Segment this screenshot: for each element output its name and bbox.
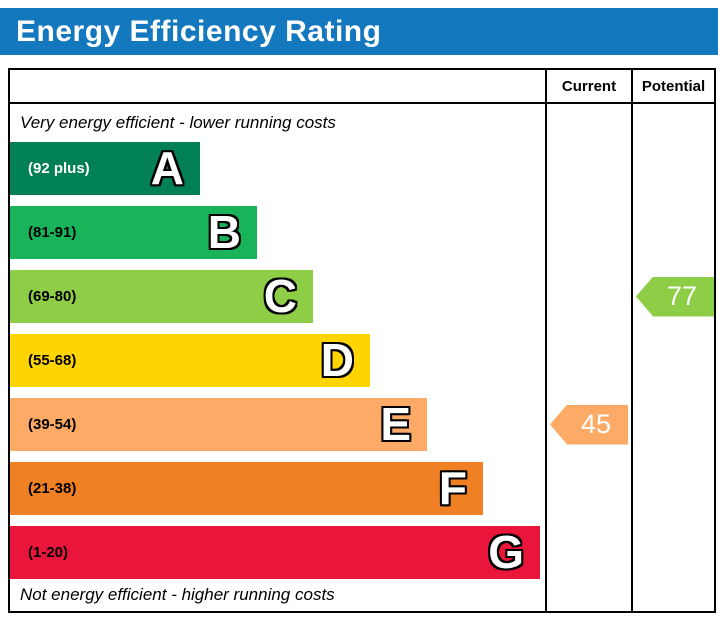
- band-range-label: (55-68): [28, 352, 77, 369]
- chart-header-row: Current Potential: [10, 70, 714, 104]
- band-letter: A: [150, 142, 184, 194]
- band-row: (69-80) C: [10, 270, 545, 323]
- title-bar: Energy Efficiency Rating: [0, 8, 718, 55]
- band-row: (1-20) G: [10, 526, 545, 579]
- band-bar: (39-54) E: [10, 398, 427, 451]
- bands-area: Very energy efficient - lower running co…: [10, 104, 545, 611]
- band-row: (55-68) D: [10, 334, 545, 387]
- potential-rating-arrow: 77: [636, 276, 714, 317]
- caption-bottom: Not energy efficient - higher running co…: [20, 585, 335, 604]
- band-range-label: (1-20): [28, 544, 69, 561]
- band-range-label: (92 plus): [28, 160, 90, 177]
- band-range-label: (81-91): [28, 224, 77, 241]
- chart-body: Very energy efficient - lower running co…: [10, 104, 714, 611]
- band-letter: E: [380, 398, 411, 450]
- band-row: (81-91) B: [10, 206, 545, 259]
- band-range-label: (69-80): [28, 288, 77, 305]
- caption-top: Very energy efficient - lower running co…: [20, 113, 336, 132]
- epc-chart: Current Potential Very energy efficient …: [8, 68, 716, 613]
- band-row: (39-54) E: [10, 398, 545, 451]
- band-bar: (81-91) B: [10, 206, 257, 259]
- band-letter: B: [207, 206, 241, 258]
- band-bar: (1-20) G: [10, 526, 540, 579]
- band-range-label: (39-54): [28, 416, 77, 433]
- current-rating-arrow: 45: [550, 404, 628, 445]
- potential-column: 77: [631, 104, 714, 611]
- band-bar: (92 plus) A: [10, 142, 200, 195]
- band-letter: D: [320, 334, 354, 386]
- band-row: (92 plus) A: [10, 142, 545, 195]
- band-bar: (21-38) F: [10, 462, 483, 515]
- page-title: Energy Efficiency Rating: [16, 14, 382, 48]
- band-bar: (69-80) C: [10, 270, 313, 323]
- current-column: 45: [545, 104, 631, 611]
- band-bar: (55-68) D: [10, 334, 370, 387]
- potential-column-header: Potential: [631, 70, 714, 102]
- header-spacer: [10, 70, 545, 102]
- band-row: (21-38) F: [10, 462, 545, 515]
- band-letter: F: [438, 462, 467, 514]
- band-range-label: (21-38): [28, 480, 77, 497]
- band-letter: G: [488, 526, 524, 578]
- band-letter: C: [263, 270, 297, 322]
- current-column-header: Current: [545, 70, 631, 102]
- band-list: (92 plus) A (81-91) B (69-80) C (55-68) …: [10, 142, 545, 579]
